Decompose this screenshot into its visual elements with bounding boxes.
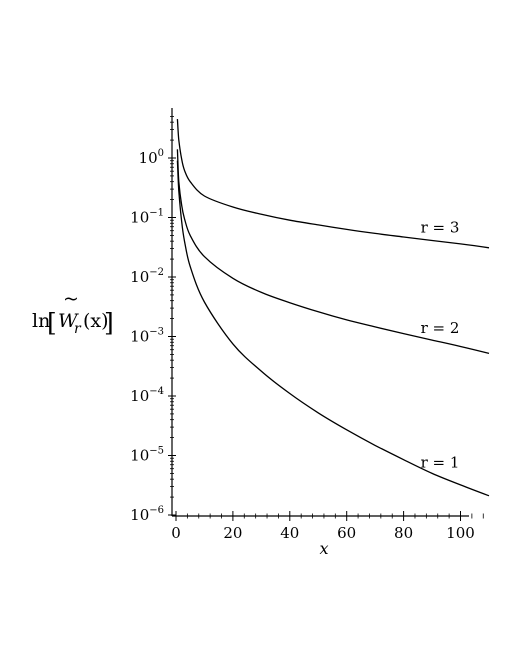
x-tick-label: 80 bbox=[394, 524, 413, 542]
y-tick-label: 10−2 bbox=[130, 267, 164, 286]
series-line bbox=[176, 160, 490, 497]
y-axis-label-tilde: ~ bbox=[63, 288, 79, 310]
series-label: r = 2 bbox=[421, 319, 460, 337]
y-tick-label: 100 bbox=[139, 148, 164, 167]
series-label: r = 3 bbox=[421, 218, 460, 236]
x-tick-label: 60 bbox=[337, 524, 356, 542]
y-axis-label-subscript: r bbox=[74, 321, 82, 337]
y-axis-label: ln [ ~ W r (x) ] bbox=[32, 288, 114, 337]
y-axis-label-argument: (x) bbox=[83, 310, 109, 332]
curve-labels: r = 3 r = 2 r = 1 bbox=[421, 218, 460, 471]
y-axis-label-close-bracket: ] bbox=[104, 308, 114, 337]
y-axis-label-open-bracket: [ bbox=[47, 308, 57, 337]
x-axis-label: x bbox=[319, 539, 328, 558]
series-line bbox=[176, 119, 490, 249]
x-tick-label: 100 bbox=[446, 524, 475, 542]
x-tick-label: 40 bbox=[280, 524, 299, 542]
x-ticks: 0 20 40 60 80 100 bbox=[171, 511, 484, 542]
y-axis-label-prefix: ln bbox=[32, 310, 50, 332]
x-tick-label: 20 bbox=[223, 524, 242, 542]
y-ticks: 100 10−1 10−2 10−3 10−4 10−5 10−6 bbox=[130, 116, 176, 524]
y-tick-label: 10−3 bbox=[130, 327, 164, 346]
x-tick-label: 0 bbox=[171, 524, 181, 542]
y-tick-label: 10−6 bbox=[130, 505, 164, 524]
y-axis-label-symbol: W bbox=[58, 310, 79, 332]
y-tick-label: 10−4 bbox=[130, 386, 164, 405]
y-tick-label: 10−5 bbox=[130, 446, 164, 465]
series-line bbox=[176, 149, 490, 355]
y-tick-label: 10−1 bbox=[130, 208, 164, 227]
curves bbox=[176, 119, 490, 497]
series-label: r = 1 bbox=[421, 454, 460, 472]
